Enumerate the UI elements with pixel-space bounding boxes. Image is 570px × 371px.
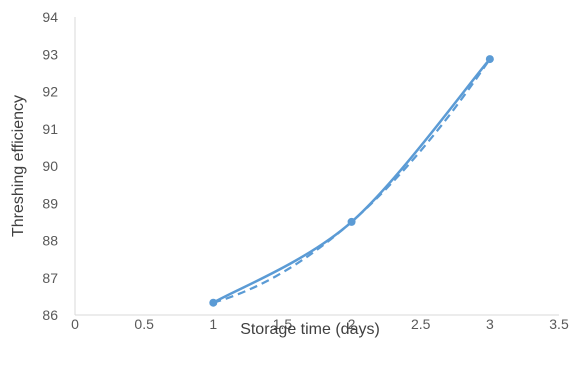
y-axis: 86 87 88 89 90 91 92 93 94 xyxy=(42,9,76,323)
y-axis-title: Threshing efficiency xyxy=(10,95,27,237)
y-tick-label: 88 xyxy=(42,233,58,249)
series-line xyxy=(212,58,491,304)
y-tick-label: 91 xyxy=(42,121,58,137)
x-tick-label: 1.5 xyxy=(273,316,293,332)
trendline xyxy=(212,58,491,304)
y-tick-label: 86 xyxy=(42,307,58,323)
data-point xyxy=(347,217,356,226)
y-tick-label: 93 xyxy=(42,46,58,62)
plot-area xyxy=(209,55,494,307)
x-axis: 0 0.5 1 1.5 2 2.5 3 3.5 xyxy=(71,314,569,332)
x-tick-label: 0 xyxy=(71,316,79,332)
x-tick-label: 2 xyxy=(348,316,356,332)
y-tick-label: 92 xyxy=(42,84,58,100)
y-tick-label: 94 xyxy=(42,9,58,25)
y-tick-label: 90 xyxy=(42,158,58,174)
x-tick-label: 3.5 xyxy=(549,316,569,332)
x-tick-label: 0.5 xyxy=(134,316,154,332)
x-tick-label: 2.5 xyxy=(411,316,431,332)
x-axis-title: Storage time (days) xyxy=(240,321,380,338)
x-tick-label: 1 xyxy=(209,316,217,332)
data-point xyxy=(209,298,218,307)
y-tick-label: 89 xyxy=(42,195,58,211)
y-tick-label: 87 xyxy=(42,270,58,286)
x-tick-label: 3 xyxy=(486,316,494,332)
data-point xyxy=(485,55,494,64)
